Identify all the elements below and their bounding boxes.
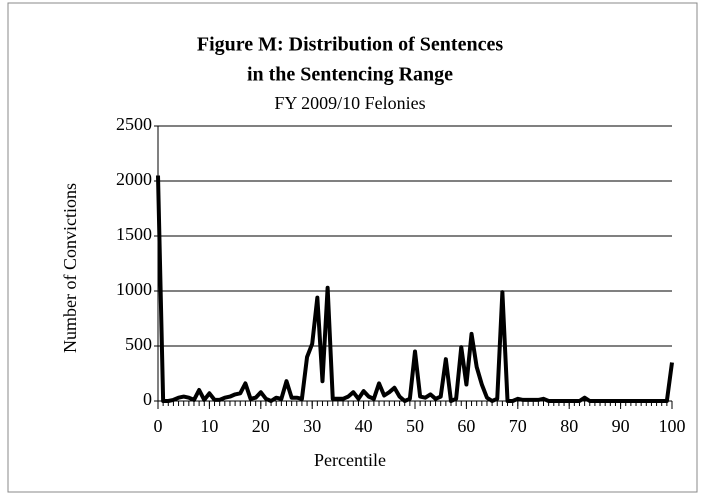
y-tick-label: 2000 — [116, 169, 152, 189]
x-tick-label: 30 — [303, 416, 321, 436]
x-tick-label: 50 — [406, 416, 424, 436]
x-tick-label: 80 — [560, 416, 578, 436]
x-tick-label: 90 — [612, 416, 630, 436]
x-axis-label: Percentile — [314, 450, 386, 470]
series-line — [156, 175, 674, 403]
y-tick-label: 1000 — [116, 279, 152, 299]
chart-subtitle: FY 2009/10 Felonies — [274, 93, 425, 113]
chart-border — [7, 2, 698, 493]
y-tick-label: 500 — [125, 334, 152, 354]
x-tick-label: 70 — [509, 416, 527, 436]
x-tick-label: 60 — [457, 416, 475, 436]
x-tick-label: 10 — [200, 416, 218, 436]
x-tick-label: 0 — [154, 416, 163, 436]
x-tick-label: 100 — [659, 416, 686, 436]
chart-title: Figure M: Distribution of Sentences — [197, 34, 503, 56]
y-tick-label: 1500 — [116, 224, 152, 244]
x-tick-label: 40 — [355, 416, 373, 436]
x-tick-label: 20 — [252, 416, 270, 436]
y-tick-label: 2500 — [116, 114, 152, 134]
chart-title: in the Sentencing Range — [247, 64, 453, 86]
y-axis-label: Number of Convictions — [60, 183, 80, 353]
y-tick-label: 0 — [143, 389, 152, 409]
